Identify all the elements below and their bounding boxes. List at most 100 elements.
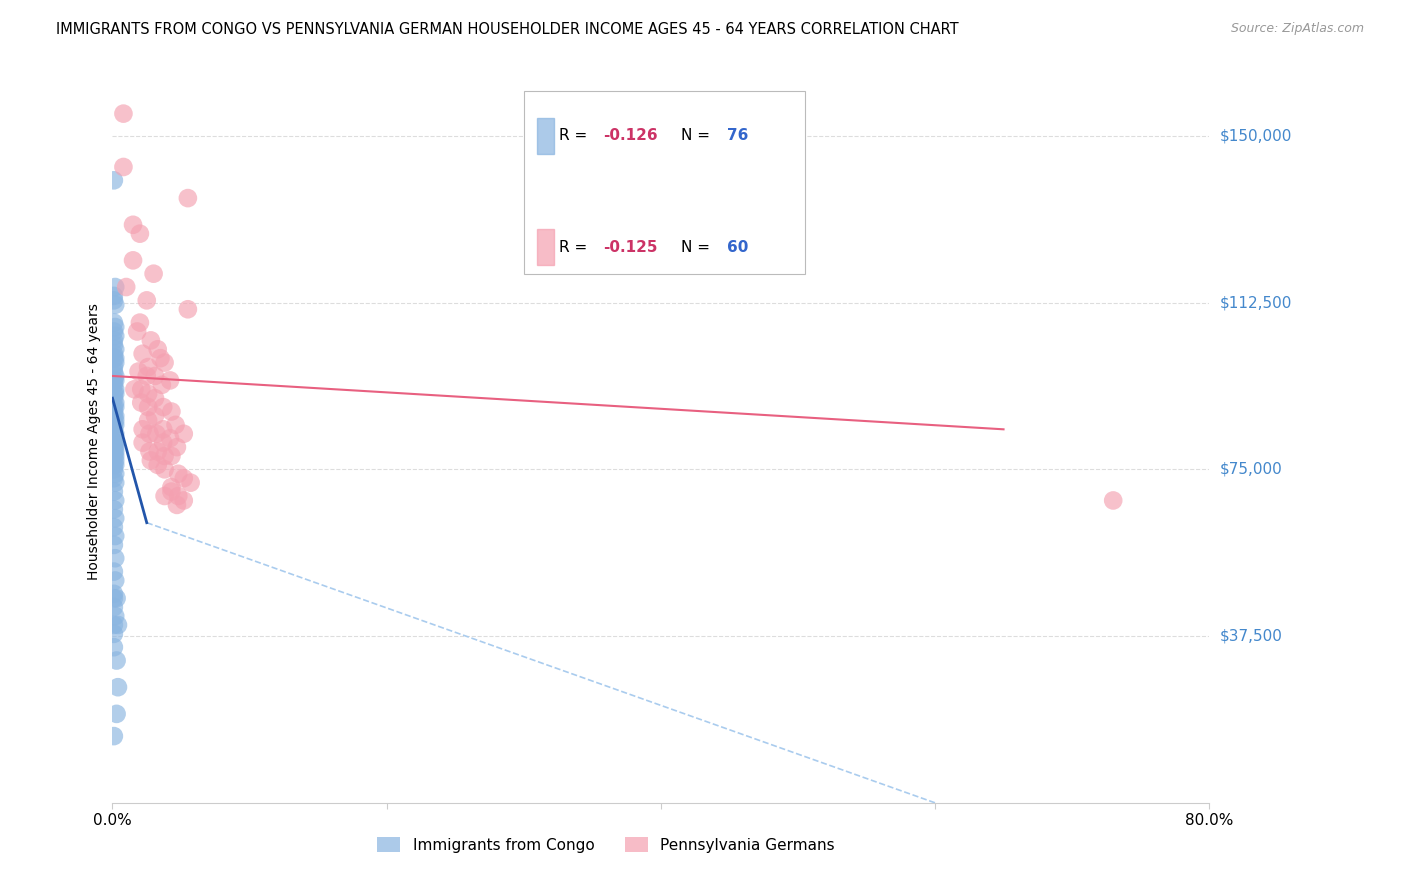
Text: R =: R = [560, 128, 592, 144]
Point [104, 458, 127, 472]
Point [138, 426, 160, 441]
Point [104, 320, 127, 334]
Point [103, 422, 125, 436]
Point [104, 368, 127, 383]
Point [167, 489, 190, 503]
Point [160, 484, 183, 499]
Point [104, 409, 127, 423]
Point [104, 373, 127, 387]
Text: N =: N = [682, 128, 716, 144]
Point [129, 382, 152, 396]
Point [104, 511, 127, 525]
Point [139, 334, 162, 348]
Point [104, 356, 127, 370]
Point [103, 591, 125, 606]
Point [104, 551, 127, 566]
Text: 60: 60 [727, 240, 748, 254]
Point [103, 391, 125, 405]
Point [104, 329, 127, 343]
Bar [524, 91, 804, 274]
Point [104, 435, 127, 450]
Point [103, 289, 125, 303]
Point [104, 395, 127, 409]
Point [153, 489, 176, 503]
Point [153, 449, 176, 463]
Text: IMMIGRANTS FROM CONGO VS PENNSYLVANIA GERMAN HOUSEHOLDER INCOME AGES 45 - 64 YEA: IMMIGRANTS FROM CONGO VS PENNSYLVANIA GE… [56, 22, 959, 37]
Point [122, 218, 145, 232]
Point [173, 426, 195, 441]
Point [104, 475, 127, 490]
Point [173, 471, 195, 485]
Point [104, 400, 127, 414]
Point [107, 680, 129, 694]
Point [104, 444, 127, 458]
Point [112, 160, 135, 174]
Point [167, 467, 190, 481]
Text: $112,500: $112,500 [1220, 295, 1292, 310]
Point [124, 382, 146, 396]
Point [160, 449, 183, 463]
Point [103, 347, 125, 361]
Point [129, 227, 152, 241]
Point [104, 382, 127, 396]
Point [103, 444, 125, 458]
Point [103, 360, 125, 375]
Point [136, 386, 159, 401]
Point [104, 440, 127, 454]
Point [103, 293, 125, 308]
Point [103, 587, 125, 601]
Point [103, 458, 125, 472]
Point [103, 538, 125, 552]
Point [131, 347, 153, 361]
Point [139, 453, 162, 467]
Point [112, 106, 135, 120]
Point [103, 440, 125, 454]
Bar [537, 118, 554, 153]
Point [103, 404, 125, 418]
Point [103, 417, 125, 432]
Point [159, 373, 181, 387]
Point [103, 520, 125, 534]
Text: Source: ZipAtlas.com: Source: ZipAtlas.com [1230, 22, 1364, 36]
Point [166, 498, 188, 512]
Point [136, 413, 159, 427]
Point [104, 574, 127, 588]
Point [104, 453, 127, 467]
Text: R =: R = [560, 240, 592, 254]
Point [135, 368, 157, 383]
Point [104, 449, 127, 463]
Point [104, 609, 127, 624]
Text: 76: 76 [727, 128, 748, 144]
Point [131, 435, 153, 450]
Point [177, 302, 200, 317]
Bar [537, 229, 554, 265]
Text: -0.125: -0.125 [603, 240, 658, 254]
Point [173, 493, 195, 508]
Point [103, 386, 125, 401]
Point [104, 529, 127, 543]
Point [128, 364, 150, 378]
Point [104, 386, 127, 401]
Point [150, 377, 173, 392]
Point [135, 293, 157, 308]
Point [103, 600, 125, 615]
Point [103, 565, 125, 579]
Point [103, 640, 125, 655]
Point [103, 334, 125, 348]
Point [115, 280, 138, 294]
Point [103, 449, 125, 463]
Point [103, 627, 125, 641]
Point [104, 351, 127, 366]
Point [145, 426, 167, 441]
Point [143, 409, 166, 423]
Point [103, 618, 125, 632]
Point [1102, 493, 1125, 508]
Point [103, 462, 125, 476]
Point [104, 426, 127, 441]
Point [160, 404, 183, 418]
Point [103, 351, 125, 366]
Point [127, 325, 149, 339]
Point [103, 377, 125, 392]
Legend: Immigrants from Congo, Pennsylvania Germans: Immigrants from Congo, Pennsylvania Germ… [370, 829, 842, 860]
Point [103, 729, 125, 743]
